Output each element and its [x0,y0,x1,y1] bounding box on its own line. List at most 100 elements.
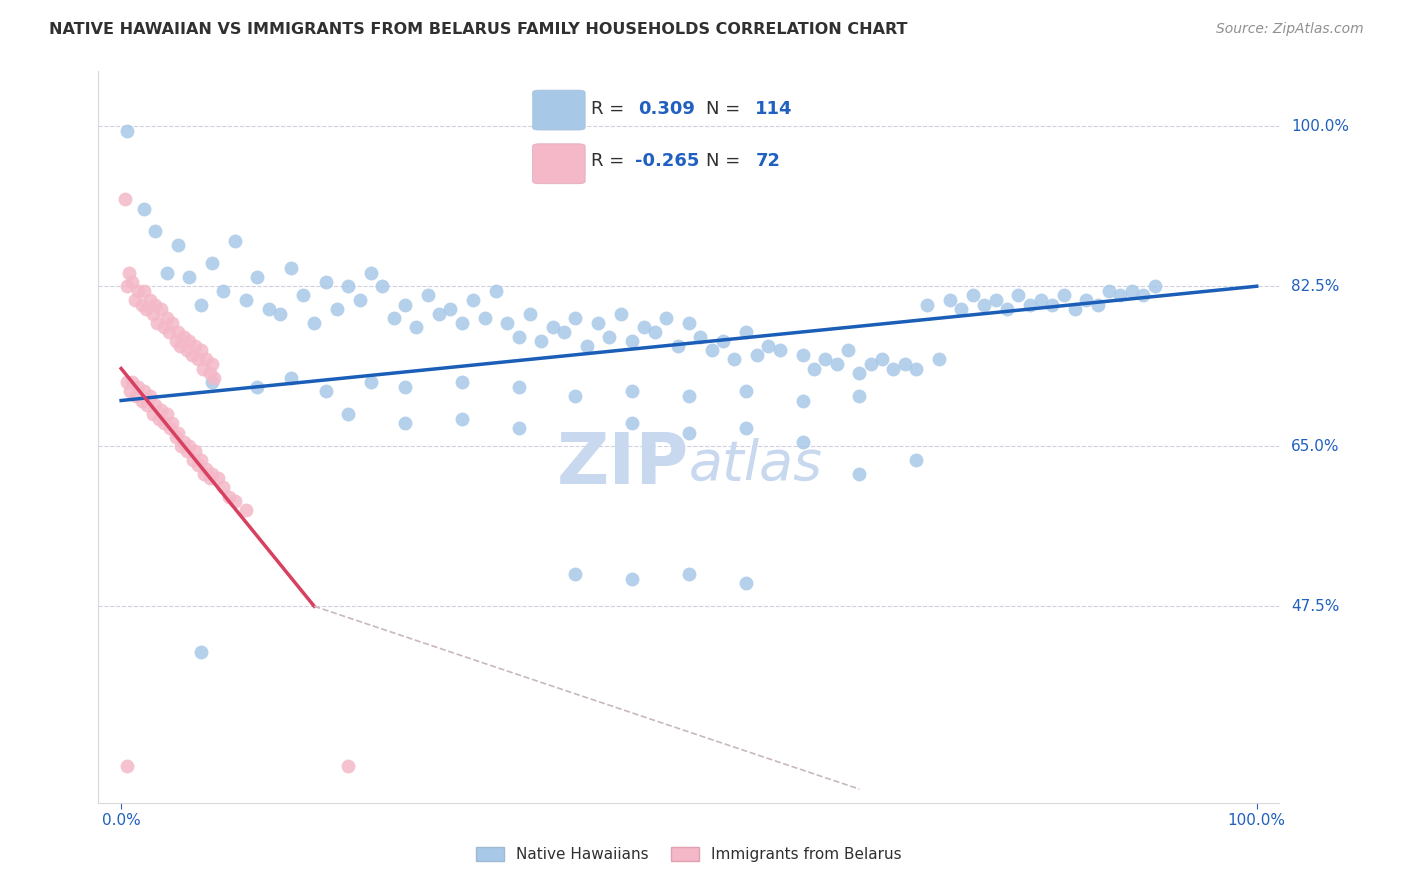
Point [1029,293,1052,307]
Point [337,759,360,773]
Point [508,421,530,435]
Point [124,293,146,307]
Point [917,297,939,311]
Point [118,266,141,280]
Point [939,293,962,307]
Point [508,380,530,394]
Text: N =: N = [706,100,745,118]
Point [131,297,153,311]
Point [519,307,541,321]
Point [167,238,190,252]
Point [165,430,187,444]
Point [882,361,904,376]
Point [575,338,598,352]
Point [142,407,165,421]
Point [149,301,172,317]
Point [218,490,240,504]
Point [326,301,349,317]
Point [825,357,848,371]
Point [1143,279,1166,293]
Text: 114: 114 [755,100,793,118]
Point [734,325,756,339]
Point [115,124,138,138]
Point [564,311,586,326]
Point [633,320,655,334]
Point [485,284,508,298]
Point [678,316,700,330]
Point [153,417,176,431]
Point [235,293,257,307]
Point [950,301,973,317]
Text: ZIP: ZIP [557,430,689,499]
Point [508,329,530,343]
Point [201,467,224,481]
Point [212,284,235,298]
Text: 82.5%: 82.5% [1291,278,1339,293]
Point [184,338,207,352]
Point [143,398,166,412]
Point [496,316,519,330]
Point [1087,297,1109,311]
Text: 47.5%: 47.5% [1291,599,1339,614]
Point [382,311,405,326]
Point [1040,297,1063,311]
Text: 0.309: 0.309 [638,100,695,118]
Point [678,389,700,403]
Point [148,412,170,426]
Point [187,458,209,472]
Point [427,307,450,321]
Point [173,329,195,343]
Point [198,471,221,485]
Point [734,421,756,435]
Point [564,567,586,582]
Point [371,279,394,293]
Legend: Native Hawaiians, Immigrants from Belarus: Native Hawaiians, Immigrants from Belaru… [470,841,908,868]
Point [610,307,633,321]
Point [962,288,984,302]
Point [165,334,187,348]
Point [167,425,190,440]
Point [120,384,142,399]
Point [157,325,180,339]
Text: atlas: atlas [689,438,823,491]
Point [132,284,155,298]
Point [302,316,325,330]
Point [143,297,166,311]
Point [1098,284,1121,298]
Point [121,375,143,389]
FancyBboxPatch shape [533,144,585,184]
Text: 100.0%: 100.0% [1291,119,1348,134]
Point [142,307,165,321]
Point [146,316,169,330]
Point [201,256,224,270]
Point [127,380,149,394]
Point [138,389,160,403]
Point [246,270,269,285]
Point [224,494,246,508]
Point [169,338,191,352]
Point [1053,288,1076,302]
Point [905,453,928,467]
Point [1132,288,1154,302]
Point [190,343,212,358]
Point [115,279,138,293]
Point [416,288,439,302]
Point [439,301,461,317]
Text: NATIVE HAWAIIAN VS IMMIGRANTS FROM BELARUS FAMILY HOUSEHOLDS CORRELATION CHART: NATIVE HAWAIIAN VS IMMIGRANTS FROM BELAR… [49,22,908,37]
Point [848,467,870,481]
Point [394,417,416,431]
Point [235,503,257,517]
Point [125,389,148,403]
Point [870,352,893,367]
Point [190,453,212,467]
Point [115,759,138,773]
Point [155,407,177,421]
Text: R =: R = [592,100,630,118]
Point [269,307,291,321]
Point [541,320,564,334]
Point [586,316,609,330]
Point [190,645,212,659]
Point [315,384,337,399]
Point [115,375,138,389]
Point [201,375,224,389]
